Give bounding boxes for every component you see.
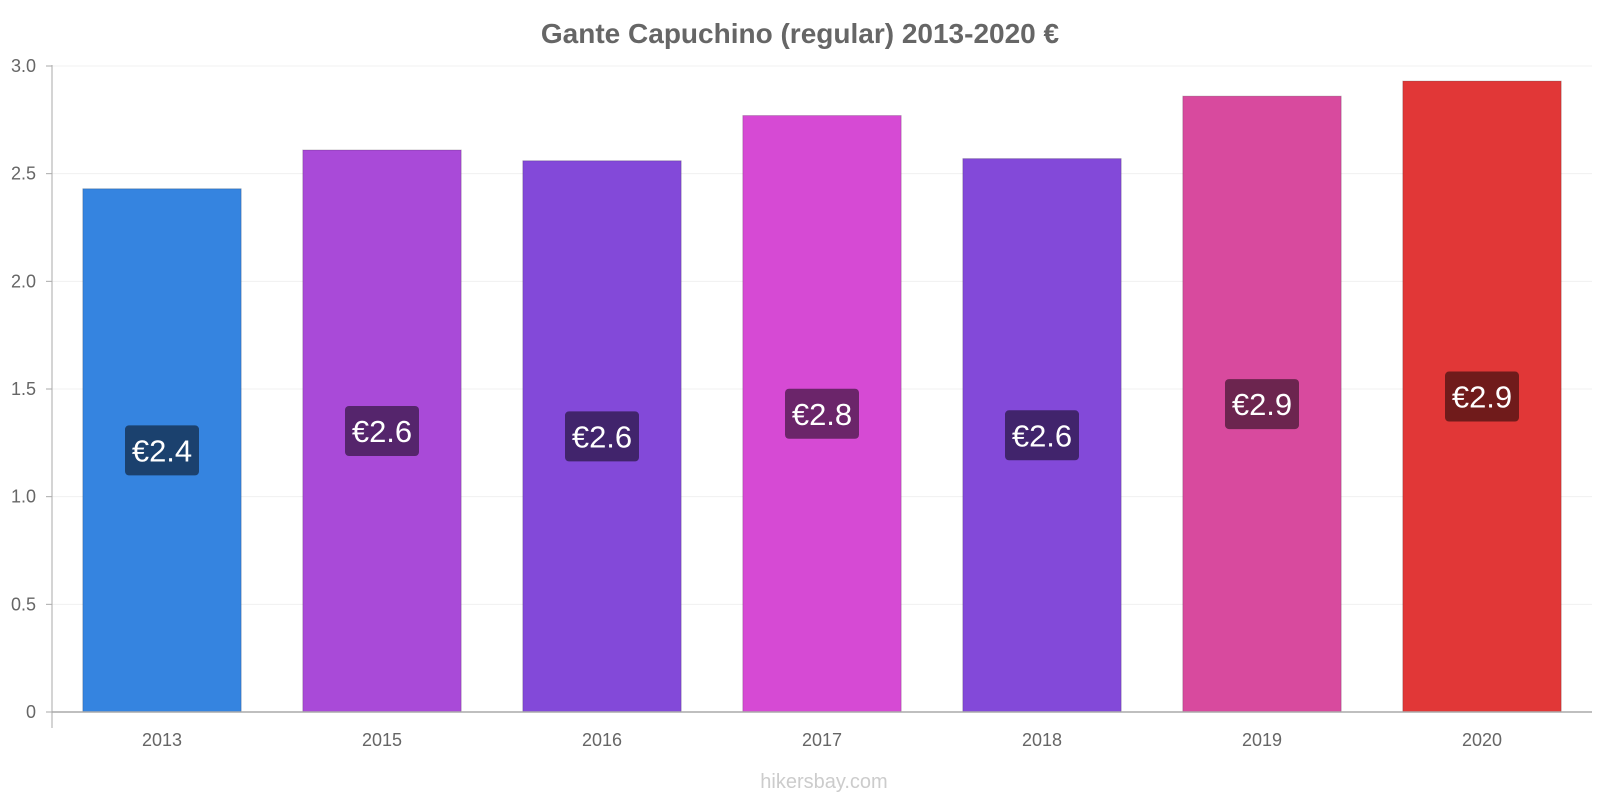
data-labels: €2.4 €2.6 €2.6 €2.8 €2.6 €2.9 €2.9 [125, 371, 1519, 476]
data-label-box [785, 388, 859, 439]
data-label: €2.4 [132, 433, 192, 468]
data-label-box [565, 411, 639, 462]
y-tick-label: 0 [26, 702, 36, 722]
y-tick-label: 2.5 [11, 164, 36, 184]
data-label: €2.6 [1012, 418, 1072, 453]
watermark: hikersbay.com [760, 771, 887, 793]
data-label-box [125, 425, 199, 476]
y-tick-label: 0.5 [11, 594, 36, 614]
x-tick-label: 2017 [802, 730, 842, 750]
data-label-box [1445, 371, 1519, 422]
data-label: €2.6 [572, 419, 632, 454]
x-tick-label: 2019 [1242, 730, 1282, 750]
chart-title: Gante Capuchino (regular) 2013-2020 € [541, 18, 1060, 49]
bars [82, 80, 1562, 713]
data-label: €2.8 [792, 397, 852, 432]
x-axis-ticks: 2013 2015 2016 2017 2018 2019 2020 [142, 730, 1502, 750]
data-label-box [345, 405, 419, 456]
data-label: €2.6 [352, 414, 412, 449]
x-tick-label: 2013 [142, 730, 182, 750]
x-tick-label: 2016 [582, 730, 622, 750]
data-label: €2.9 [1452, 380, 1512, 415]
y-tick-label: 1.0 [11, 487, 36, 507]
x-tick-label: 2018 [1022, 730, 1062, 750]
data-label: €2.9 [1232, 387, 1292, 422]
data-label-box [1225, 379, 1299, 430]
y-tick-label: 1.5 [11, 379, 36, 399]
y-tick-label: 2.0 [11, 271, 36, 291]
y-axis-ticks: 0 0.5 1.0 1.5 2.0 2.5 3.0 [11, 56, 52, 722]
y-tick-label: 3.0 [11, 56, 36, 76]
x-tick-label: 2015 [362, 730, 402, 750]
data-label-box [1005, 410, 1079, 461]
x-tick-label: 2020 [1462, 730, 1502, 750]
